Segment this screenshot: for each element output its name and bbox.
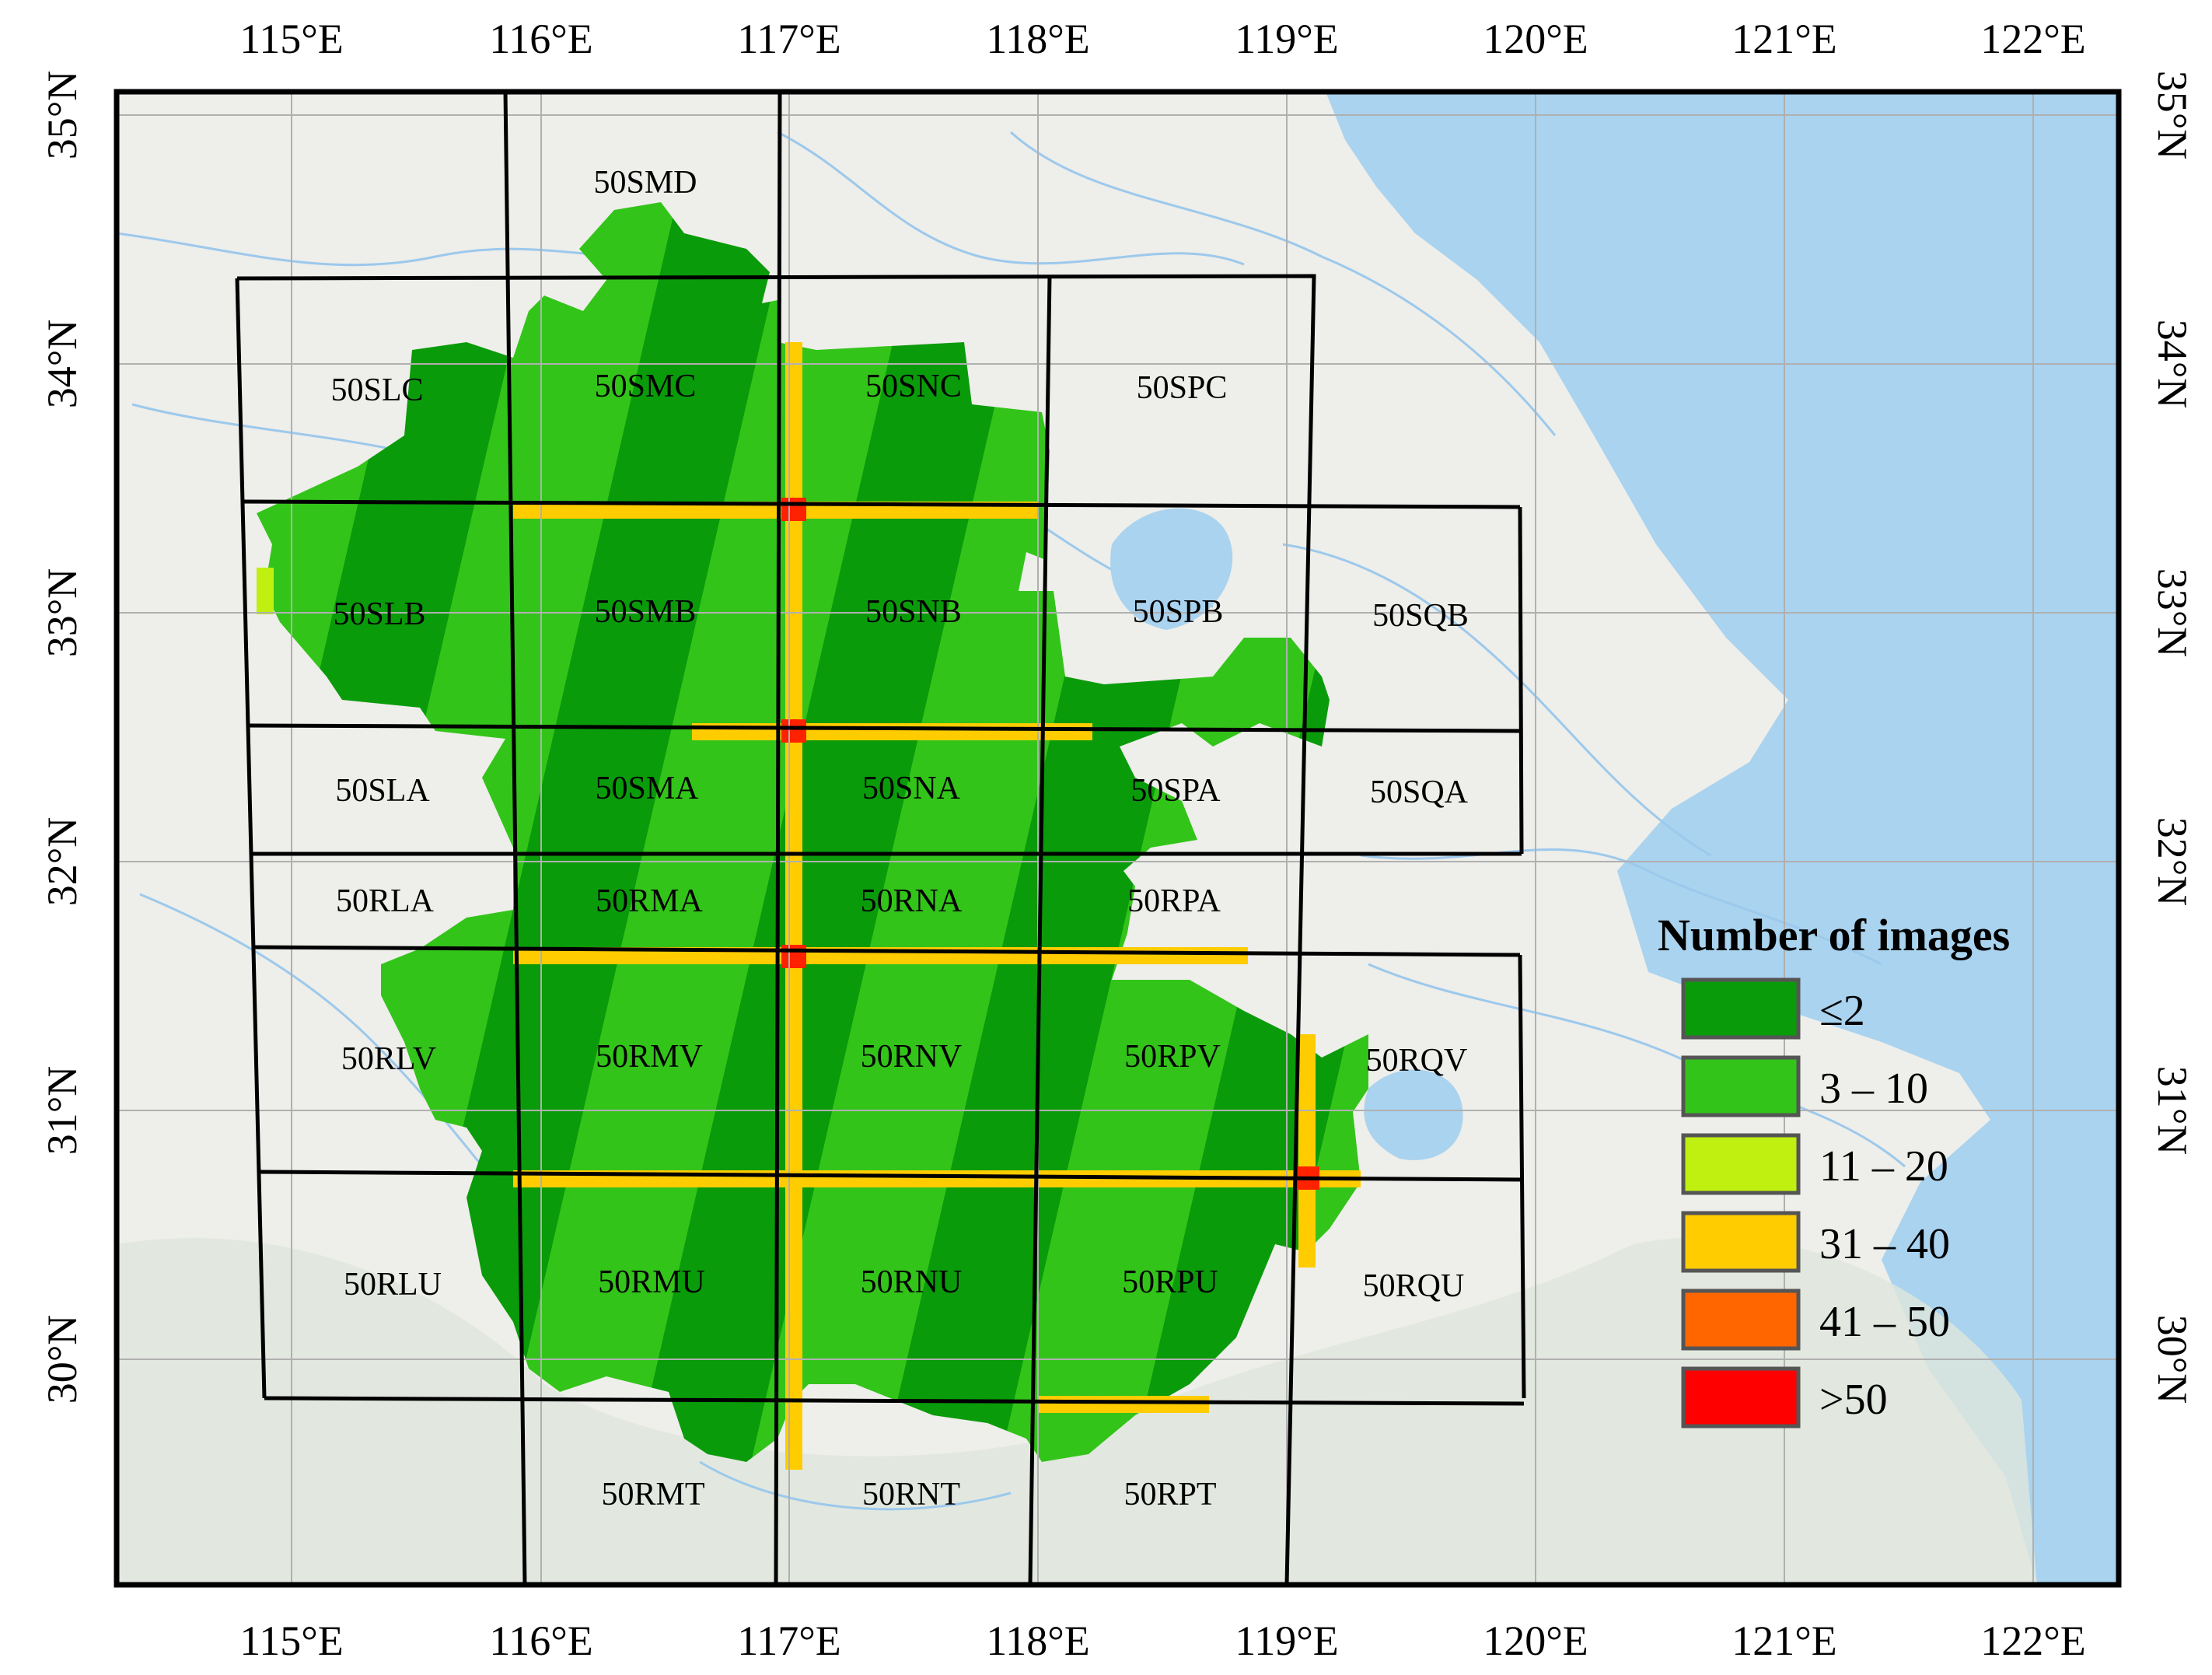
tile-label: 50RPV — [1124, 1039, 1221, 1075]
tile-label: 50RPU — [1122, 1264, 1218, 1300]
lon-label-top: 119°E — [1235, 16, 1339, 62]
lat-label-right: 34°N — [2149, 320, 2196, 409]
tile-label: 50RMU — [598, 1264, 705, 1300]
tile-labels: 50SMD 50SLC 50SMC 50SNC 50SPC 50SLB 50SM… — [330, 165, 1468, 1512]
lon-label-bottom: 122°E — [1980, 1617, 2086, 1664]
lat-label-right: 31°N — [2149, 1066, 2196, 1156]
legend-swatch-3 — [1681, 1211, 1801, 1273]
tile-label: 50RNU — [861, 1264, 963, 1300]
tile-label: 50SLA — [335, 773, 430, 809]
tile-label: 50RNV — [861, 1039, 963, 1075]
tile-label: 50SMD — [593, 165, 697, 201]
tile-label: 50RQV — [1366, 1043, 1468, 1079]
tile-boundaries — [235, 92, 1526, 1585]
lon-label-bottom: 121°E — [1732, 1617, 1837, 1664]
lat-label-left: 33°N — [39, 568, 86, 658]
tile-label: 50RMT — [601, 1477, 704, 1512]
tile-label: 50RNA — [861, 883, 963, 919]
legend-swatch-5 — [1681, 1366, 1801, 1428]
tile-label: 50RLU — [344, 1267, 442, 1303]
legend-swatch-0 — [1681, 977, 1801, 1040]
legend-label: >50 — [1819, 1376, 1888, 1424]
lon-label-top: 116°E — [489, 16, 593, 62]
lat-label-left: 34°N — [39, 320, 86, 409]
map-frame — [114, 89, 2122, 1588]
tile-label: 50RLA — [336, 883, 435, 919]
lon-label-top: 122°E — [1980, 16, 2086, 62]
legend-label: 41 – 50 — [1819, 1298, 1950, 1346]
longitude-labels-top: 115°E 116°E 117°E 118°E 119°E 120°E 121°… — [239, 16, 2086, 62]
latitude-labels-right: 35°N 34°N 33°N 32°N 31°N 30°N — [2149, 71, 2196, 1404]
lat-label-left: 32°N — [39, 817, 86, 907]
tile-label: 50SLB — [333, 596, 425, 632]
legend-swatch-2 — [1681, 1133, 1801, 1195]
tile-label: 50SMB — [595, 594, 697, 630]
lon-label-bottom: 118°E — [986, 1617, 1090, 1664]
lat-label-right: 32°N — [2149, 817, 2196, 907]
lon-label-bottom: 119°E — [1235, 1617, 1339, 1664]
tile-label: 50RQU — [1363, 1268, 1465, 1304]
lat-label-left: 30°N — [39, 1315, 86, 1404]
legend-label: 3 – 10 — [1819, 1065, 1928, 1113]
tile-label: 50SQB — [1372, 598, 1469, 634]
hill-shading — [117, 1236, 2037, 1585]
tile-label: 50RPT — [1123, 1477, 1216, 1512]
tile-label: 50RMA — [596, 883, 703, 919]
tile-label: 50RPA — [1127, 883, 1221, 919]
tile-label: 50SNA — [862, 771, 961, 806]
lon-label-top: 121°E — [1732, 16, 1837, 62]
lon-label-top: 118°E — [986, 16, 1090, 62]
tile-label: 50SLC — [330, 372, 423, 408]
tile-label: 50SMA — [595, 771, 699, 806]
tile-label: 50SQA — [1370, 775, 1469, 810]
lon-label-bottom: 116°E — [489, 1617, 593, 1664]
latitude-labels-left: 35°N 34°N 33°N 32°N 31°N 30°N — [39, 71, 86, 1404]
legend-swatch-1 — [1681, 1055, 1801, 1117]
lon-label-bottom: 115°E — [239, 1617, 344, 1664]
lat-label-right: 35°N — [2149, 71, 2196, 160]
lake-hongze — [1110, 508, 1233, 630]
tile-label: 50SPC — [1137, 370, 1228, 406]
legend-swatch-4 — [1681, 1289, 1801, 1351]
lake-taihu — [1364, 1069, 1463, 1160]
lat-label-right: 33°N — [2149, 568, 2196, 658]
tile-label: 50SMC — [595, 369, 697, 404]
sea-area — [1326, 92, 2119, 1585]
tile-label: 50SPB — [1133, 594, 1224, 630]
lon-label-bottom: 117°E — [737, 1617, 841, 1664]
lon-label-bottom: 120°E — [1483, 1617, 1588, 1664]
legend-label: ≤2 — [1819, 987, 1865, 1035]
tile-label: 50SNB — [865, 594, 962, 630]
lon-label-top: 115°E — [239, 16, 344, 62]
tile-label: 50RMV — [596, 1039, 703, 1075]
legend: Number of images ≤2 3 – 10 11 – 20 31 – … — [1658, 910, 2010, 1428]
legend-label: 11 – 20 — [1819, 1142, 1948, 1191]
legend-label: 31 – 40 — [1819, 1220, 1950, 1268]
lon-label-top: 117°E — [737, 16, 841, 62]
tile-label: 50RNT — [862, 1477, 960, 1512]
tile-label: 50SNC — [865, 369, 962, 404]
lon-label-top: 120°E — [1483, 16, 1588, 62]
longitude-labels-bottom: 115°E 116°E 117°E 118°E 119°E 120°E 121°… — [239, 1617, 2086, 1664]
tile-label: 50SPA — [1130, 773, 1221, 809]
lat-label-left: 31°N — [39, 1066, 86, 1156]
lat-label-left: 35°N — [39, 71, 86, 160]
tile-label: 50RLV — [341, 1041, 436, 1077]
legend-title: Number of images — [1658, 910, 2010, 960]
lat-label-right: 30°N — [2149, 1315, 2196, 1404]
